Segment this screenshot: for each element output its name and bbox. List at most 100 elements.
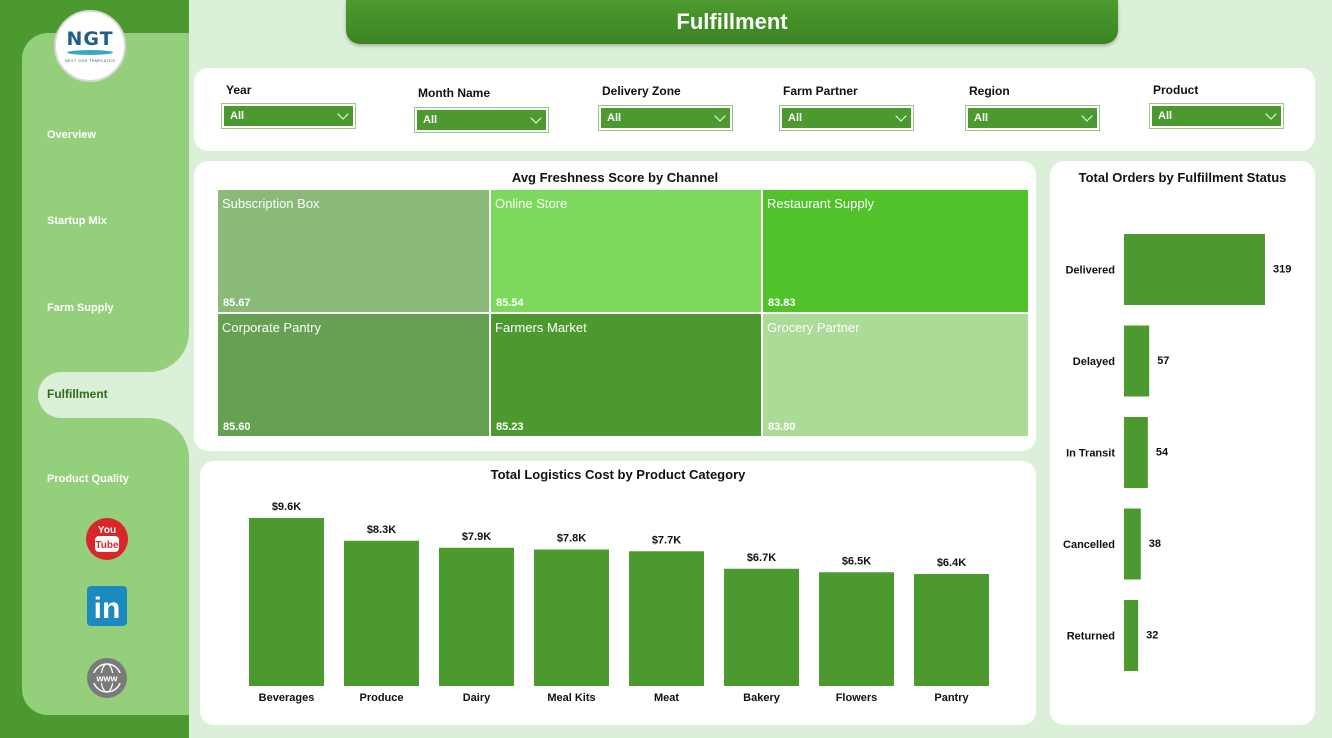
bar-data-label: $7.8K — [557, 533, 586, 545]
bar-data-label: $6.4K — [937, 557, 966, 569]
logistics-cost-title: Total Logistics Cost by Product Category — [490, 467, 746, 482]
month-dropdown-value: All — [423, 114, 438, 126]
delivery-zone-dropdown[interactable]: All — [598, 105, 733, 131]
logo: NGT NEXT GEN TEMPLATES — [54, 10, 126, 82]
treemap-cell-subscription-box[interactable]: Subscription Box 85.67 — [218, 190, 489, 312]
year-dropdown-value: All — [230, 110, 245, 122]
y-tick-label: Delivered — [1065, 265, 1115, 277]
bar-flowers[interactable] — [819, 572, 894, 686]
bar-beverages[interactable] — [249, 518, 324, 686]
x-tick-label: Beverages — [259, 692, 315, 704]
filter-label-delivery-zone: Delivery Zone — [602, 84, 681, 98]
year-dropdown[interactable]: All — [221, 103, 356, 129]
bar-in-transit[interactable] — [1124, 417, 1148, 488]
linkedin-icon[interactable]: in — [85, 584, 129, 628]
chevron-down-icon — [895, 110, 907, 122]
y-tick-label: Delayed — [1073, 356, 1115, 368]
bar-pantry[interactable] — [914, 574, 989, 686]
treemap-cell-online-store[interactable]: Online Store 85.54 — [491, 190, 761, 312]
bar-data-label: $6.7K — [747, 552, 776, 564]
bar-data-label: 32 — [1146, 630, 1158, 642]
treemap-cell-value: 83.83 — [768, 297, 796, 309]
chevron-down-icon — [337, 108, 349, 120]
farm-partner-dropdown[interactable]: All — [779, 105, 914, 131]
x-tick-label: Bakery — [743, 692, 781, 704]
logo-text: NGT — [66, 28, 114, 50]
treemap-cell-name: Farmers Market — [495, 320, 587, 335]
chevron-down-icon — [530, 112, 542, 124]
farm-partner-dropdown-value: All — [788, 112, 803, 124]
y-tick-label: In Transit — [1066, 448, 1115, 460]
y-tick-label: Cancelled — [1063, 539, 1115, 551]
bar-data-label: 319 — [1273, 264, 1291, 276]
treemap-cell-value: 85.60 — [223, 421, 251, 433]
bar-delayed[interactable] — [1124, 325, 1150, 397]
chevron-down-icon — [1265, 108, 1277, 120]
treemap-cell-name: Restaurant Supply — [767, 196, 874, 211]
logo-swoosh — [67, 50, 113, 55]
globe-text: www — [95, 674, 118, 684]
bar-data-label: $8.3K — [367, 524, 396, 536]
y-tick-label: Returned — [1067, 631, 1115, 643]
treemap-cell-farmers-market[interactable]: Farmers Market 85.23 — [491, 314, 761, 436]
bar-data-label: 57 — [1157, 355, 1169, 367]
filter-label-farm-partner: Farm Partner — [783, 84, 858, 98]
nav-curve — [149, 332, 189, 372]
region-dropdown-value: All — [974, 112, 989, 124]
filter-label-product: Product — [1153, 83, 1199, 97]
bar-delivered[interactable] — [1124, 234, 1265, 305]
linkedin-text: in — [94, 592, 121, 625]
treemap-cell-name: Online Store — [495, 196, 568, 211]
bar-bakery[interactable] — [724, 568, 799, 686]
bar-data-label: 54 — [1156, 447, 1169, 459]
product-dropdown[interactable]: All — [1149, 103, 1284, 129]
treemap-cell-value: 83.80 — [768, 421, 796, 433]
treemap-cell-value: 85.67 — [223, 297, 251, 309]
bar-meal-kits[interactable] — [534, 549, 609, 687]
treemap-cell-restaurant-supply[interactable]: Restaurant Supply 83.83 — [763, 190, 1028, 312]
month-dropdown[interactable]: All — [414, 107, 549, 133]
youtube-text-tube: Tube — [95, 540, 119, 551]
youtube-text-you: You — [98, 525, 116, 536]
bar-data-label: 38 — [1149, 538, 1161, 550]
treemap-cell-value: 85.23 — [496, 421, 524, 433]
treemap-cell-value: 85.54 — [496, 297, 524, 309]
x-tick-label: Dairy — [463, 692, 491, 704]
youtube-icon[interactable]: You Tube — [85, 517, 129, 561]
bar-data-label: $7.9K — [462, 531, 491, 543]
bar-data-label: $9.6K — [272, 501, 301, 513]
sidebar-active-indicator — [38, 372, 189, 418]
filter-label-year: Year — [226, 83, 252, 97]
bar-cancelled[interactable] — [1124, 508, 1141, 580]
x-tick-label: Flowers — [836, 692, 878, 704]
sidebar-item-fulfillment[interactable]: Fulfillment — [47, 387, 108, 401]
sidebar-item-overview[interactable]: Overview — [47, 129, 96, 141]
globe-icon[interactable]: www — [85, 656, 129, 700]
x-tick-label: Meat — [654, 692, 679, 704]
region-dropdown[interactable]: All — [965, 105, 1100, 131]
filter-label-month: Month Name — [418, 86, 490, 100]
product-dropdown-value: All — [1158, 110, 1173, 122]
chevron-down-icon — [714, 110, 726, 122]
orders-status-title: Total Orders by Fulfillment Status — [1078, 170, 1287, 185]
treemap-cell-corporate-pantry[interactable]: Corporate Pantry 85.60 — [218, 314, 489, 436]
bar-returned[interactable] — [1124, 600, 1139, 671]
filters-panel — [194, 68, 1315, 151]
sidebar-item-farm-supply[interactable]: Farm Supply — [47, 302, 114, 314]
bar-produce[interactable] — [344, 540, 419, 686]
treemap-cell-grocery-partner[interactable]: Grocery Partner 83.80 — [763, 314, 1028, 436]
logistics-cost-card — [200, 461, 1036, 725]
treemap-cell-name: Subscription Box — [222, 196, 320, 211]
treemap-cell-name: Corporate Pantry — [222, 320, 321, 335]
bar-dairy[interactable] — [439, 547, 514, 686]
page-title: Fulfillment — [346, 0, 1118, 44]
nav-curve — [149, 418, 189, 458]
treemap-cell-name: Grocery Partner — [767, 320, 860, 335]
bar-meat[interactable] — [629, 551, 704, 686]
sidebar-item-product-quality[interactable]: Product Quality — [47, 473, 129, 485]
delivery-zone-dropdown-value: All — [607, 112, 622, 124]
sidebar-item-startup-mix[interactable]: Startup Mix — [47, 215, 107, 227]
x-tick-label: Pantry — [934, 692, 969, 704]
x-tick-label: Produce — [359, 692, 403, 704]
x-tick-label: Meal Kits — [547, 692, 595, 704]
